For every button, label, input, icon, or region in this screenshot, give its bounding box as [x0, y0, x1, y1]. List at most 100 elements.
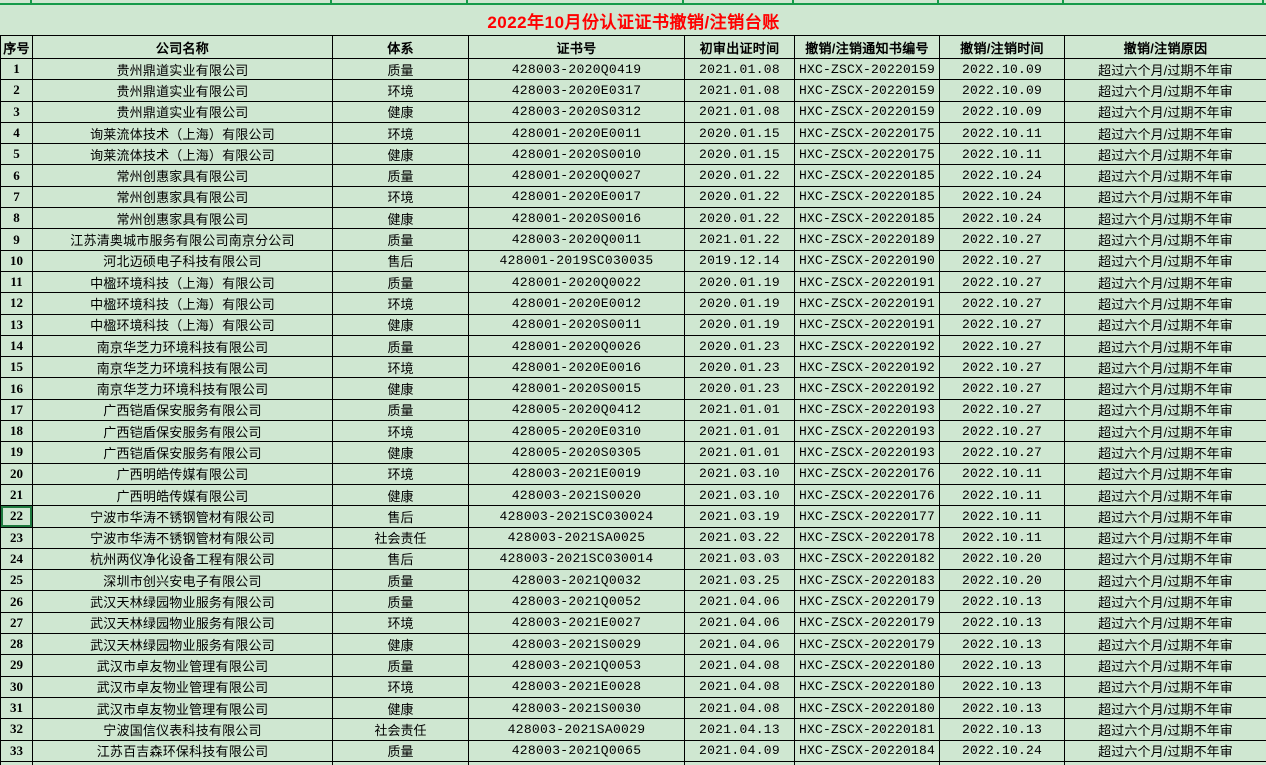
cell-notice[interactable]: HXC-ZSCX-20220179 — [794, 590, 940, 613]
cell-cert[interactable]: 428001-2020E0016 — [468, 356, 685, 379]
cell-issue[interactable]: 2021.03.19 — [684, 505, 795, 528]
cell-system[interactable]: 质量 — [332, 739, 469, 762]
cell-notice[interactable]: HXC-ZSCX-20220179 — [794, 611, 940, 635]
cell-idx[interactable]: 32 — [0, 718, 33, 741]
cell-revoke[interactable]: 2022.10.13 — [939, 633, 1065, 656]
column-header-reason[interactable]: 撤销/注销原因 — [1063, 35, 1266, 59]
cell-company[interactable]: 广西铠盾保安服务有限公司 — [32, 420, 333, 443]
cell-issue[interactable]: 2021.03.03 — [684, 547, 795, 571]
cell-cert[interactable]: 428003-2020Q0011 — [468, 228, 685, 251]
cell-company[interactable]: 贵州鼎道实业有限公司 — [32, 100, 333, 123]
cell-system[interactable]: 健康 — [332, 696, 469, 720]
cell-system[interactable]: 质量 — [332, 228, 469, 251]
cell-cert[interactable]: 428001-2020E0011 — [468, 121, 685, 145]
cell-revoke[interactable]: 2022.10.24 — [939, 207, 1065, 230]
cell-issue[interactable]: 2020.01.19 — [684, 292, 795, 315]
cell-notice[interactable]: HXC-ZSCX-20220175 — [794, 143, 940, 166]
cell-company[interactable]: 深圳市创兴安电子有限公司 — [32, 569, 333, 592]
cell-notice[interactable]: HXC-ZSCX-20220178 — [794, 526, 940, 549]
cell-notice[interactable]: HXC-ZSCX-20220183 — [794, 569, 940, 592]
cell-revoke[interactable]: 2022.10.13 — [939, 696, 1065, 720]
cell-system[interactable]: 质量 — [332, 654, 469, 677]
cell-revoke[interactable]: 2022.10.27 — [939, 270, 1065, 294]
cell-idx[interactable]: 3 — [0, 100, 33, 123]
cell-system[interactable]: 社会责任 — [332, 526, 469, 549]
table-row[interactable]: 27 武汉天林绿园物业服务有限公司 环境 428003-2021E0027 2021.0… — [0, 611, 1266, 635]
cell-idx[interactable]: 27 — [0, 611, 33, 635]
cell-system[interactable]: 社会责任 — [332, 718, 469, 741]
column-header-revoke[interactable]: 撤销/注销时间 — [939, 35, 1065, 59]
cell-notice[interactable]: HXC-ZSCX-20220180 — [794, 696, 940, 720]
cell-company[interactable]: 江苏百吉森环保科技有限公司 — [32, 739, 333, 762]
cell-notice[interactable]: HXC-ZSCX-20220176 — [794, 462, 940, 485]
cell-company[interactable]: 宁波市华涛不锈钢管材有限公司 — [32, 505, 333, 528]
table-row[interactable]: 24 杭州两仪净化设备工程有限公司 售后 428003-2021SC030014 202… — [0, 547, 1266, 571]
cell-revoke[interactable]: 2022.10.11 — [939, 462, 1065, 485]
cell-notice[interactable]: HXC-ZSCX-20220189 — [794, 228, 940, 251]
cell-cert[interactable]: 428001-2020S0016 — [468, 207, 685, 230]
cell-reason[interactable]: 超过六个月/过期不年审 — [1063, 143, 1266, 166]
cell-company[interactable]: 询莱流体技术（上海）有限公司 — [32, 121, 333, 145]
table-row[interactable]: 8 常州创惠家具有限公司 健康 428001-2020S0016 2020.01.22 H… — [0, 207, 1266, 230]
cell-revoke[interactable]: 2022.10.27 — [939, 356, 1065, 379]
cell-cert[interactable]: 428003-2021SA0025 — [468, 526, 685, 549]
cell-revoke[interactable]: 2022.10.09 — [939, 79, 1065, 102]
table-row[interactable]: 2 贵州鼎道实业有限公司 环境 428003-2020E0317 2021.01.08 H… — [0, 79, 1266, 102]
cell-notice[interactable]: HXC-ZSCX-20220177 — [794, 505, 940, 528]
cell-company[interactable]: 广西明皓传媒有限公司 — [32, 462, 333, 485]
cell-revoke[interactable]: 2022.10.27 — [939, 441, 1065, 464]
cell-issue[interactable]: 2021.01.22 — [684, 228, 795, 251]
cell-issue[interactable]: 2021.03.25 — [684, 569, 795, 592]
cell-revoke[interactable]: 2022.10.27 — [939, 249, 1065, 272]
cell-company[interactable]: 贵州鼎道实业有限公司 — [32, 79, 333, 102]
cell-issue[interactable]: 2021.04.06 — [684, 633, 795, 656]
table-row[interactable]: 20 广西明皓传媒有限公司 环境 428003-2021E0019 2021.03.10… — [0, 462, 1266, 485]
cell-company[interactable]: 河北迈硕电子科技有限公司 — [32, 249, 333, 272]
cell-reason[interactable]: 超过六个月/过期不年审 — [1063, 547, 1266, 571]
cell-system[interactable]: 质量 — [332, 164, 469, 187]
table-row[interactable]: 34合肥尚真真空技术有限公司质量428003-2021Q00582021.04.… — [0, 760, 1266, 765]
cell-idx[interactable]: 1 — [0, 57, 33, 81]
cell-company[interactable]: 广西铠盾保安服务有限公司 — [32, 398, 333, 422]
cell-issue[interactable]: 2021.04.08 — [684, 696, 795, 720]
cell-system[interactable]: 环境 — [332, 292, 469, 315]
cell-system[interactable]: 环境 — [332, 420, 469, 443]
cell-idx[interactable]: 17 — [0, 398, 33, 422]
table-row[interactable]: 30 武汉市卓友物业管理有限公司 环境 428003-2021E0028 2021.04… — [0, 675, 1266, 698]
cell-notice[interactable]: HXC-ZSCX-20220175 — [794, 121, 940, 145]
cell-company[interactable]: 武汉天林绿园物业服务有限公司 — [32, 590, 333, 613]
cell-notice[interactable]: HXC-ZSCX-20220180 — [794, 675, 940, 698]
cell-cert[interactable]: 428005-2020Q0412 — [468, 398, 685, 422]
column-header-company[interactable]: 公司名称 — [32, 35, 333, 59]
cell-system[interactable]: 环境 — [332, 611, 469, 635]
cell-notice[interactable]: HXC-ZSCX-20220182 — [794, 547, 940, 571]
cell-cert[interactable]: 428005-2020E0310 — [468, 420, 685, 443]
cell-reason[interactable]: 超过六个月/过期不年审 — [1063, 483, 1266, 507]
cell-cert[interactable]: 428003-2020S0312 — [468, 100, 685, 123]
cell-company[interactable]: 中楹环境科技（上海）有限公司 — [32, 313, 333, 336]
cell-company[interactable]: 常州创惠家具有限公司 — [32, 207, 333, 230]
cell-issue[interactable]: 2021.04.06 — [684, 590, 795, 613]
cell-issue[interactable]: 2021.04.13 — [684, 718, 795, 741]
cell-reason[interactable]: 超过六个月/过期不年审 — [1063, 590, 1266, 613]
cell-issue[interactable]: 2021.01.08 — [684, 100, 795, 123]
cell-cert[interactable]: 428003-2021S0030 — [468, 696, 685, 720]
table-row[interactable]: 28 武汉天林绿园物业服务有限公司 健康 428003-2021S0029 2021.0… — [0, 633, 1266, 656]
cell-company[interactable]: 武汉天林绿园物业服务有限公司 — [32, 611, 333, 635]
cell-reason[interactable]: 超过六个月/过期不年审 — [1063, 185, 1266, 209]
cell-system[interactable]: 健康 — [332, 313, 469, 336]
cell-company[interactable]: 中楹环境科技（上海）有限公司 — [32, 292, 333, 315]
cell-notice[interactable]: HXC-ZSCX-20220188 — [794, 760, 940, 765]
table-row[interactable]: 12 中楹环境科技（上海）有限公司 环境 428001-2020E0012 2020.0… — [0, 292, 1266, 315]
cell-notice[interactable]: HXC-ZSCX-20220181 — [794, 718, 940, 741]
cell-idx[interactable]: 23 — [0, 526, 33, 549]
cell-cert[interactable]: 428001-2020Q0027 — [468, 164, 685, 187]
cell-notice[interactable]: HXC-ZSCX-20220192 — [794, 377, 940, 400]
cell-company[interactable]: 中楹环境科技（上海）有限公司 — [32, 270, 333, 294]
cell-reason[interactable]: 超过六个月/过期不年审 — [1063, 207, 1266, 230]
cell-revoke[interactable]: 2022.10.11 — [939, 505, 1065, 528]
cell-system[interactable]: 售后 — [332, 547, 469, 571]
cell-notice[interactable]: HXC-ZSCX-20220159 — [794, 57, 940, 81]
cell-cert[interactable]: 428001-2020S0010 — [468, 143, 685, 166]
cell-idx[interactable]: 4 — [0, 121, 33, 145]
